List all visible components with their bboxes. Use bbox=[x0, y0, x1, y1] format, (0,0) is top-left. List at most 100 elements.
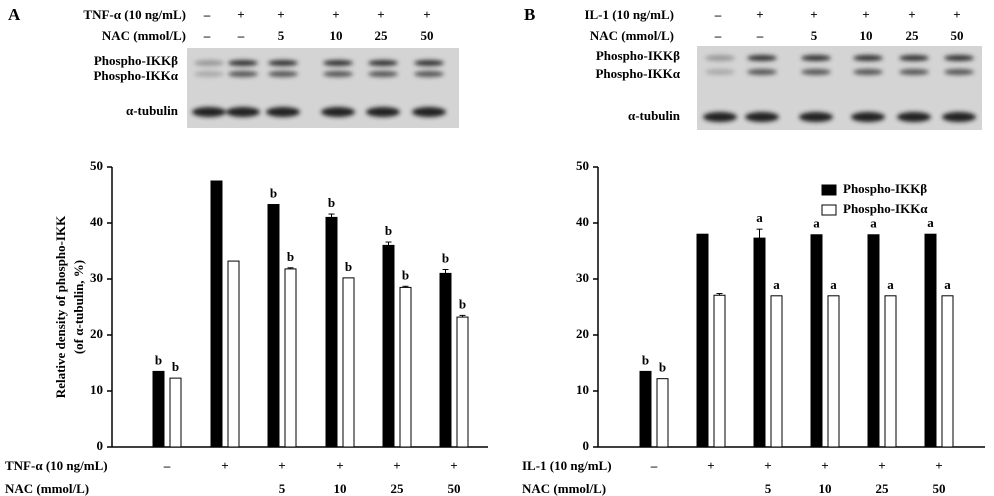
blot-bands bbox=[703, 55, 976, 122]
x-row-value: + bbox=[278, 458, 285, 473]
x-row-value: 50 bbox=[933, 481, 946, 496]
significance-label: b bbox=[402, 267, 409, 282]
x-row-value: + bbox=[764, 458, 771, 473]
band bbox=[194, 60, 224, 66]
band bbox=[268, 60, 298, 66]
x-row-value: + bbox=[393, 458, 400, 473]
band bbox=[366, 107, 400, 117]
band bbox=[412, 107, 446, 117]
bar bbox=[770, 295, 783, 448]
significance-label: b bbox=[172, 359, 179, 374]
x-row-label: NAC (mmol/L) bbox=[5, 481, 89, 496]
blot-row-value: 50 bbox=[951, 28, 964, 43]
band bbox=[226, 107, 260, 117]
blot-row-value: 10 bbox=[330, 28, 343, 43]
bar bbox=[639, 370, 652, 448]
significance-label: b bbox=[385, 223, 392, 238]
significance-label: b bbox=[442, 250, 449, 265]
significance-label: b bbox=[642, 352, 649, 367]
y-tick-label: 0 bbox=[583, 438, 590, 453]
bar bbox=[753, 237, 766, 448]
y-tick-label: 10 bbox=[90, 382, 103, 397]
blot-row-value: + bbox=[810, 7, 817, 22]
band bbox=[368, 60, 398, 66]
significance-label: b bbox=[287, 249, 294, 264]
band-label: Phospho-IKKα bbox=[595, 66, 680, 81]
bar bbox=[810, 234, 823, 448]
bar bbox=[713, 294, 726, 448]
bar bbox=[227, 260, 240, 448]
blot-row-value: + bbox=[277, 7, 284, 22]
y-tick-label: 40 bbox=[90, 214, 103, 229]
band bbox=[801, 69, 831, 75]
blot-row-value: + bbox=[862, 7, 869, 22]
bar bbox=[827, 295, 840, 448]
band bbox=[703, 112, 737, 122]
y-axis-label: (of α-tubulin, %) bbox=[71, 260, 86, 354]
x-row-value: 5 bbox=[279, 481, 286, 496]
band bbox=[414, 71, 444, 77]
band-label: Phospho-IKKβ bbox=[94, 53, 178, 68]
x-row-value: + bbox=[450, 458, 457, 473]
blot-background bbox=[187, 48, 459, 128]
significance-label: a bbox=[773, 277, 780, 292]
band bbox=[414, 60, 444, 66]
bar bbox=[399, 286, 412, 448]
blot-row-value: + bbox=[953, 7, 960, 22]
blot-row-value: – bbox=[237, 28, 245, 43]
blot-row-value: – bbox=[203, 28, 211, 43]
y-tick-label: 0 bbox=[97, 438, 104, 453]
y-tick-label: 10 bbox=[576, 382, 589, 397]
band bbox=[799, 112, 833, 122]
band bbox=[801, 55, 831, 61]
y-tick-label: 20 bbox=[576, 326, 589, 341]
significance-label: a bbox=[813, 216, 820, 231]
blot-row-value: – bbox=[756, 28, 764, 43]
band-label: α-tubulin bbox=[126, 103, 179, 118]
band bbox=[899, 55, 929, 61]
band bbox=[944, 69, 974, 75]
blot-row-value: 25 bbox=[375, 28, 389, 43]
y-axis-label: Relative density of phospho-IKK bbox=[53, 215, 68, 398]
x-row-value: + bbox=[821, 458, 828, 473]
bar bbox=[210, 180, 223, 448]
x-row-value: + bbox=[336, 458, 343, 473]
significance-label: a bbox=[944, 277, 951, 292]
band bbox=[268, 71, 298, 77]
y-tick-label: 50 bbox=[90, 158, 103, 173]
y-tick-label: 30 bbox=[90, 270, 103, 285]
band bbox=[853, 55, 883, 61]
x-row-value: 10 bbox=[819, 481, 832, 496]
x-row-value: + bbox=[878, 458, 885, 473]
band bbox=[747, 55, 777, 61]
band bbox=[899, 69, 929, 75]
band bbox=[321, 107, 355, 117]
significance-label: a bbox=[870, 216, 877, 231]
bar bbox=[941, 295, 954, 448]
band bbox=[942, 112, 976, 122]
significance-label: a bbox=[887, 277, 894, 292]
bar bbox=[325, 216, 338, 448]
bar bbox=[696, 233, 709, 448]
bar bbox=[439, 272, 452, 448]
x-row-value: 5 bbox=[765, 481, 772, 496]
band bbox=[853, 69, 883, 75]
x-row-value: – bbox=[650, 458, 658, 473]
blot-row-value: 50 bbox=[421, 28, 434, 43]
significance-label: b bbox=[155, 352, 162, 367]
legend-swatch bbox=[821, 204, 837, 216]
band-label: Phospho-IKKβ bbox=[596, 48, 680, 63]
significance-label: b bbox=[345, 259, 352, 274]
x-row-value: 25 bbox=[391, 481, 405, 496]
band bbox=[192, 107, 226, 117]
blot-row-value: – bbox=[714, 28, 722, 43]
blot-row-value: + bbox=[423, 7, 430, 22]
x-row-value: 10 bbox=[334, 481, 347, 496]
blot-row-value: + bbox=[756, 7, 763, 22]
legend-label: Phospho-IKKα bbox=[843, 201, 928, 216]
bar bbox=[169, 377, 182, 448]
significance-label: b bbox=[659, 360, 666, 375]
band bbox=[851, 112, 885, 122]
bar bbox=[924, 233, 937, 448]
